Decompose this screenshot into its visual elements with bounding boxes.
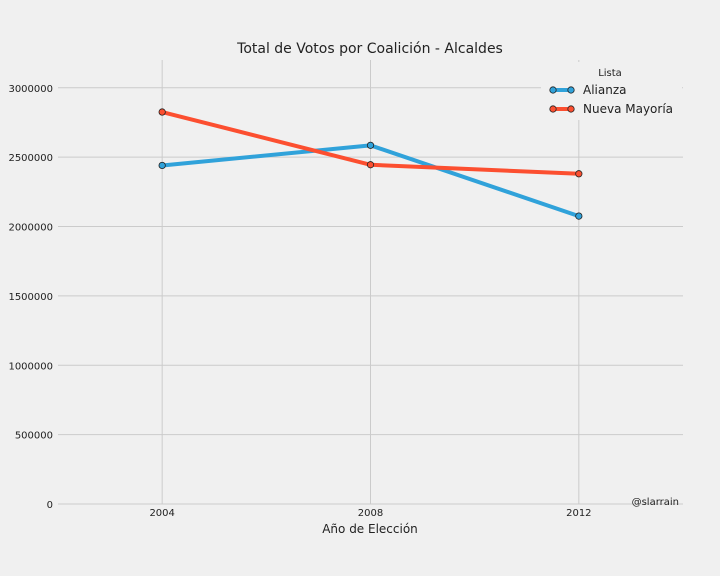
y-axis-ticks: 0 500000 1000000 1500000 2000000 2500000 30000… bbox=[8, 84, 53, 511]
legend-entry-alianza: Alianza bbox=[549, 83, 627, 97]
x-axis-label: Año de Elección bbox=[322, 522, 418, 536]
x-tick-label: 2008 bbox=[358, 508, 383, 519]
legend-swatch-marker bbox=[549, 105, 557, 113]
series-layer bbox=[158, 108, 583, 220]
legend-swatch-marker bbox=[567, 86, 575, 94]
x-axis-ticks: 2004 2008 2012 bbox=[149, 508, 591, 519]
series-alianza bbox=[158, 141, 583, 220]
x-tick-label: 2004 bbox=[149, 508, 174, 519]
legend-label: Nueva Mayoría bbox=[583, 102, 673, 116]
data-point-alianza bbox=[366, 141, 375, 149]
data-point-nueva-mayoria bbox=[366, 161, 375, 169]
y-tick-label: 2000000 bbox=[8, 223, 53, 234]
x-tick-label: 2012 bbox=[566, 508, 591, 519]
legend-entry-nueva-mayoria: Nueva Mayoría bbox=[549, 102, 673, 116]
y-tick-label: 1500000 bbox=[8, 292, 53, 303]
data-point-alianza bbox=[575, 212, 583, 220]
legend: Lista Alianza Nueva Mayoría bbox=[541, 62, 682, 120]
data-point-nueva-mayoria bbox=[575, 170, 583, 178]
credit-text: @slarrain bbox=[632, 497, 679, 508]
series-nueva-mayoria bbox=[158, 108, 583, 178]
legend-label: Alianza bbox=[583, 83, 627, 97]
y-tick-label: 500000 bbox=[15, 431, 53, 442]
data-point-alianza bbox=[158, 161, 166, 170]
legend-entries: Alianza Nueva Mayoría bbox=[549, 83, 673, 116]
y-tick-label: 2500000 bbox=[8, 153, 53, 164]
legend-title: Lista bbox=[598, 68, 622, 79]
chart-title: Total de Votos por Coalición - Alcaldes bbox=[236, 41, 503, 57]
grid-lines bbox=[58, 60, 683, 505]
y-tick-label: 1000000 bbox=[8, 361, 53, 372]
y-tick-label: 0 bbox=[47, 500, 53, 511]
data-point-nueva-mayoria bbox=[158, 108, 166, 116]
legend-swatch-marker bbox=[567, 105, 575, 113]
legend-swatch-marker bbox=[549, 86, 557, 94]
y-tick-label: 3000000 bbox=[8, 84, 53, 95]
